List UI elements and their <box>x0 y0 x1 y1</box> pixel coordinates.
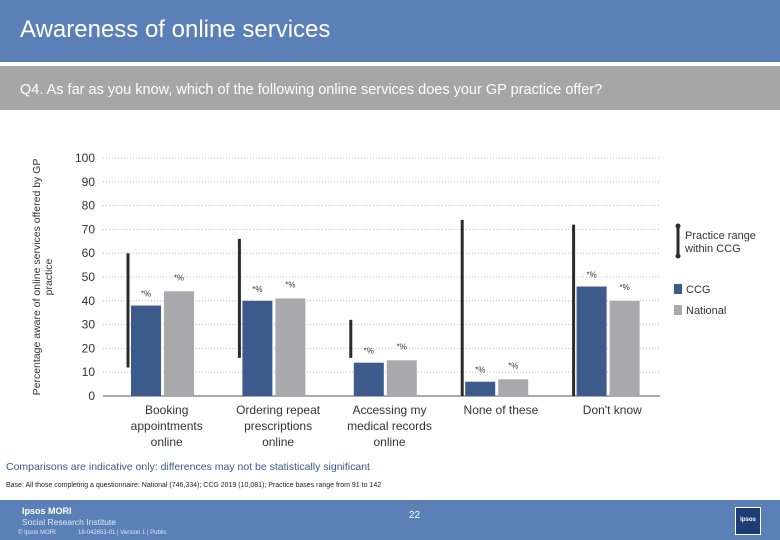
page-number: 22 <box>409 510 421 521</box>
y-tick-label: 100 <box>75 151 95 165</box>
data-label-national: *% <box>397 342 407 351</box>
question-text: Q4. As far as you know, which of the fol… <box>20 82 603 98</box>
bar-ccg <box>576 286 607 396</box>
data-label-ccg: *% <box>141 290 151 299</box>
data-label-ccg: *% <box>252 285 262 294</box>
legend-ccg-swatch <box>674 284 682 294</box>
bar-ccg <box>242 300 273 396</box>
legend-range-cap <box>675 223 681 229</box>
category-label: appointments <box>131 419 203 433</box>
bar-national <box>386 360 417 396</box>
bar-national <box>609 300 640 396</box>
legend-ccg-label: CCG <box>686 284 710 296</box>
page-title: Awareness of online services <box>20 16 331 43</box>
legend-national-label: National <box>686 305 726 317</box>
bar-ccg <box>131 305 161 396</box>
comparison-note: Comparisons are indicative only: differe… <box>6 461 370 473</box>
data-label-ccg: *% <box>364 347 374 356</box>
data-label-ccg: *% <box>586 271 596 280</box>
bar-ccg <box>465 381 496 396</box>
y-tick-label: 0 <box>88 389 95 403</box>
category-label: prescriptions <box>244 419 312 433</box>
ipsos-mori-logo: Ipsos MORI <box>22 506 72 516</box>
logo-subtitle: Social Research Institute <box>22 517 117 527</box>
y-tick-label: 30 <box>82 318 96 332</box>
legend-range-label: Practice range <box>685 230 756 242</box>
title-bar: Awareness of online services <box>0 0 780 62</box>
question-bar <box>0 66 780 110</box>
copyright-text: © Ipsos MORI <box>18 530 56 536</box>
legend-range-label: within CCG <box>684 243 741 255</box>
base-note: Base: All those completing a questionnai… <box>6 482 382 489</box>
category-label: Booking <box>145 403 188 417</box>
data-label-national: *% <box>508 361 518 370</box>
bar-national <box>498 379 529 396</box>
category-label: Ordering repeat <box>236 403 321 417</box>
y-tick-label: 90 <box>82 175 96 189</box>
data-label-ccg: *% <box>475 366 485 375</box>
category-label: Accessing my <box>352 403 426 417</box>
footer-bar <box>0 500 780 540</box>
legend-national-swatch <box>674 305 682 315</box>
y-tick-label: 40 <box>82 294 96 308</box>
y-tick-label: 80 <box>82 199 96 213</box>
y-tick-label: 10 <box>82 365 96 379</box>
category-label: Don't know <box>583 403 642 417</box>
bar-national <box>164 291 194 396</box>
data-label-national: *% <box>619 283 629 292</box>
category-label: None of these <box>464 403 539 417</box>
y-tick-label: 70 <box>82 222 96 236</box>
bar-ccg <box>353 362 384 396</box>
data-label-national: *% <box>174 273 184 282</box>
ipsos-logo-icon: Ipsos <box>735 507 761 535</box>
y-tick-label: 50 <box>82 270 96 284</box>
legend-range-cap <box>675 253 681 259</box>
y-tick-label: 60 <box>82 246 96 260</box>
category-label: online <box>151 435 183 449</box>
bar-national <box>275 298 306 396</box>
category-label: online <box>373 435 405 449</box>
y-tick-label: 20 <box>82 341 96 355</box>
job-number: 18-042653-01 | Version 1 | Public <box>78 530 167 536</box>
category-label: medical records <box>347 419 432 433</box>
category-label: online <box>262 435 294 449</box>
data-label-national: *% <box>285 280 295 289</box>
